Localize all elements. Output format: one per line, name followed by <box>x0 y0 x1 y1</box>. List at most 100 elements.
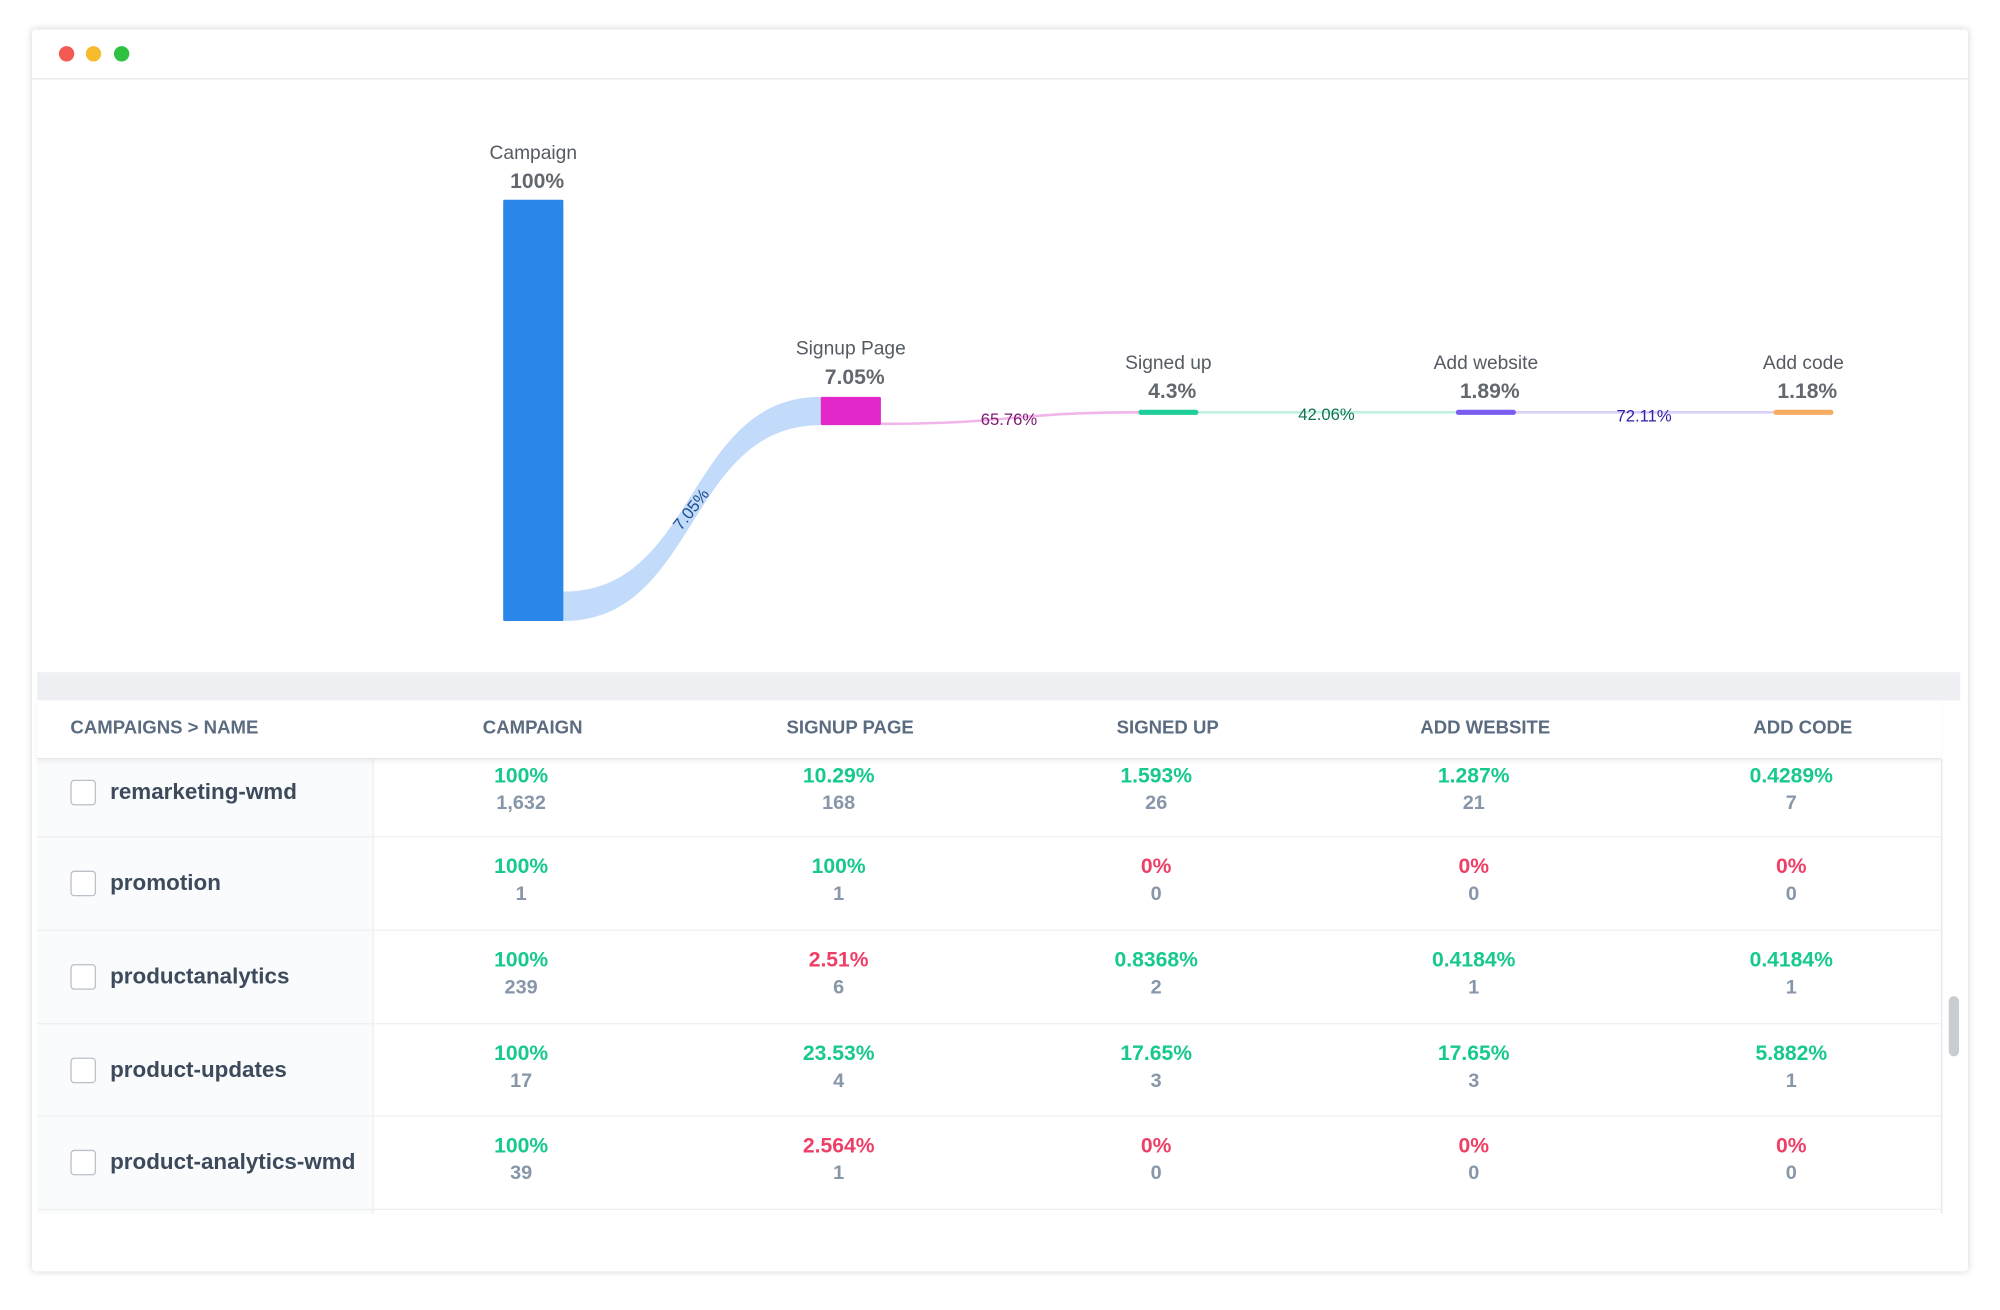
conversion-percent: 0.4184% <box>1432 948 1516 972</box>
conversion-count: 2 <box>1150 976 1162 999</box>
funnel-stage-bar[interactable] <box>1773 409 1834 415</box>
conversion-percent: 100% <box>494 948 549 972</box>
conversion-count: 0 <box>1785 1162 1797 1185</box>
metric-cell: 17.65% 3 <box>1371 1041 1576 1097</box>
row-checkbox[interactable] <box>70 870 97 897</box>
conversion-percent: 0.4289% <box>1749 764 1833 788</box>
flow-link-label: 42.06% <box>1298 405 1355 424</box>
flow-link-campaign-signup <box>563 396 821 621</box>
conversion-percent: 0% <box>1775 1134 1807 1158</box>
metric-cell: 10.29% 168 <box>736 763 941 819</box>
conversion-percent: 17.65% <box>1120 1042 1193 1066</box>
metric-cell: 0% 0 <box>1371 854 1576 910</box>
conversion-count: 0 <box>1150 1162 1162 1185</box>
conversion-count: 7 <box>1785 792 1797 815</box>
conversion-count: 1 <box>1468 976 1480 999</box>
conversion-percent: 100% <box>811 855 866 879</box>
funnel-stage-value: 1.18% <box>1777 380 1837 403</box>
row-checkbox[interactable] <box>70 779 97 806</box>
metric-cell: 100% 239 <box>419 947 624 1003</box>
conversion-count: 3 <box>1468 1070 1480 1093</box>
conversion-percent: 0% <box>1140 855 1172 879</box>
minimize-window-button[interactable] <box>85 46 102 62</box>
metric-cell: 0.4184% 1 <box>1689 947 1894 1003</box>
row-checkbox[interactable] <box>70 1149 97 1176</box>
conversion-count: 1 <box>515 883 527 906</box>
metric-cell: 2.51% 6 <box>736 947 941 1003</box>
conversion-percent: 5.882% <box>1755 1042 1828 1066</box>
metric-cell: 0% 0 <box>1689 854 1894 910</box>
funnel-stage-bar[interactable] <box>1455 409 1516 415</box>
flow-link <box>880 411 1139 426</box>
conversion-count: 0 <box>1468 883 1480 906</box>
table-header: CAMPAIGNS > NAME CAMPAIGN SIGNUP PAGE SIGNE… <box>37 700 1942 760</box>
close-window-button[interactable] <box>58 46 75 62</box>
metric-cell: 23.53% 4 <box>736 1041 941 1097</box>
conversion-percent: 0% <box>1775 855 1807 879</box>
metric-cell: 1.287% 21 <box>1371 763 1576 819</box>
campaign-name[interactable]: promotion <box>110 869 221 895</box>
metric-cell: 0% 0 <box>1054 854 1259 910</box>
conversion-count: 1 <box>1785 1070 1797 1093</box>
funnel-stage-name: Campaign <box>490 143 577 164</box>
row-checkbox[interactable] <box>70 1057 97 1084</box>
conversion-percent: 100% <box>494 764 549 788</box>
conversion-percent: 23.53% <box>802 1042 875 1066</box>
campaign-name[interactable]: product-analytics-wmd <box>110 1148 356 1175</box>
conversion-percent: 1.593% <box>1120 764 1193 788</box>
funnel-stage-bar[interactable] <box>503 199 564 621</box>
campaign-name[interactable]: product-updates <box>110 1056 287 1082</box>
conversion-percent: 0% <box>1458 855 1490 879</box>
conversion-count: 0 <box>1785 883 1797 906</box>
column-header[interactable]: ADD CODE <box>1753 718 1853 739</box>
conversion-percent: 100% <box>494 1134 549 1158</box>
title-bar <box>32 29 1968 80</box>
conversion-percent: 1.287% <box>1437 764 1510 788</box>
table-row: remarketing-wmd 100% 1,632 10.29% 168 1.593% 2… <box>37 759 1942 838</box>
column-header[interactable]: SIGNUP PAGE <box>786 718 914 739</box>
metric-cell: 0.4289% 7 <box>1689 763 1894 819</box>
conversion-count: 39 <box>510 1162 533 1185</box>
conversion-count: 4 <box>833 1070 845 1093</box>
metric-cell: 17.65% 3 <box>1054 1041 1259 1097</box>
metric-cell: 1.593% 26 <box>1054 763 1259 819</box>
metric-cell: 0% 0 <box>1689 1133 1894 1189</box>
funnel-stage-value: 7.05% <box>825 366 885 389</box>
conversion-percent: 100% <box>494 1042 549 1066</box>
funnel-stage-bar[interactable] <box>820 396 881 426</box>
metric-cell: 100% 1 <box>736 854 941 910</box>
column-header[interactable]: CAMPAIGNS > NAME <box>70 718 259 739</box>
funnel-stage-value: 100% <box>510 170 564 193</box>
funnel-stage-value: 4.3% <box>1148 380 1196 403</box>
column-header[interactable]: ADD WEBSITE <box>1420 718 1551 739</box>
conversion-percent: 0% <box>1458 1134 1490 1158</box>
conversion-percent: 0% <box>1140 1134 1172 1158</box>
conversion-count: 1,632 <box>496 792 546 815</box>
conversion-percent: 0.8368% <box>1114 948 1198 972</box>
campaign-name[interactable]: remarketing-wmd <box>110 778 297 805</box>
scrollbar-thumb[interactable] <box>1948 996 1960 1057</box>
campaign-name[interactable]: productanalytics <box>110 962 290 989</box>
conversion-count: 1 <box>833 1162 845 1185</box>
conversion-count: 6 <box>833 976 845 999</box>
metric-cell: 0.4184% 1 <box>1371 947 1576 1003</box>
section-divider <box>37 672 1961 701</box>
metric-cell: 100% 17 <box>419 1041 624 1097</box>
funnel-stage-value: 1.89% <box>1460 380 1520 403</box>
row-checkbox[interactable] <box>70 964 97 990</box>
funnel-stage-name: Signed up <box>1125 353 1211 374</box>
conversion-percent: 10.29% <box>802 764 875 788</box>
column-header[interactable]: SIGNED UP <box>1116 718 1219 739</box>
funnel-stage-name: Add code <box>1763 353 1844 374</box>
conversion-percent: 2.564% <box>802 1134 875 1158</box>
conversion-count: 0 <box>1150 883 1162 906</box>
table-row: product-updates 100% 17 23.53% 4 17.65% 3 17.65… <box>37 1023 1942 1117</box>
maximize-window-button[interactable] <box>113 46 130 62</box>
funnel-stage-name: Add website <box>1434 353 1539 374</box>
conversion-percent: 0.4184% <box>1749 948 1833 972</box>
column-header[interactable]: CAMPAIGN <box>482 718 583 739</box>
conversion-percent: 17.65% <box>1437 1042 1510 1066</box>
funnel-stage-bar[interactable] <box>1138 409 1199 415</box>
table-row: product-analytics-wmd 100% 39 2.564% 1 0% 0 0% 0… <box>37 1115 1942 1210</box>
conversion-count: 1 <box>1785 976 1797 999</box>
